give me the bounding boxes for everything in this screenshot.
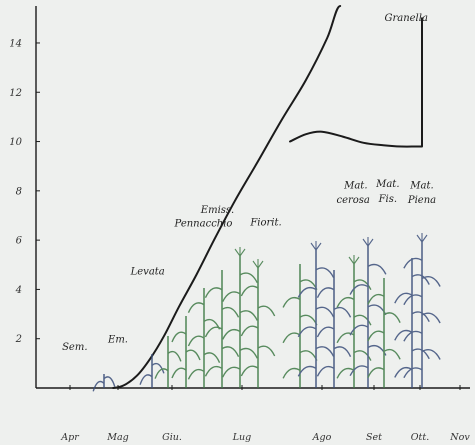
stage-annotation: Mat. [343,180,367,191]
maize-plant-icon [187,288,221,388]
maize-plant-icon [316,270,352,388]
maize-plant-icon [403,233,441,388]
x-tick-label: Nov [449,432,470,443]
stage-annotation: Piena [407,195,436,206]
maize-plant-icon [297,241,335,388]
x-tick-label: Ago [312,432,332,443]
y-tick-label: 6 [16,236,23,247]
maize-plant-icon [139,354,165,388]
maize-plant-icon [222,247,258,388]
stage-annotation: cerosa [336,195,369,206]
stage-annotation: Em. [107,334,128,345]
y-tick-label: 10 [9,137,22,148]
maize-plant-icon [336,255,372,388]
maize-plant-icon [171,316,201,388]
x-tick-label: Mag [106,432,128,443]
stage-annotation: Emiss. [200,205,234,216]
maize-plant-icon [204,270,240,388]
stage-annotation: Granella [384,13,427,24]
series-line-grain-curve [289,17,423,148]
y-tick-label: 12 [9,88,22,99]
x-tick-label: Giu. [162,432,182,443]
x-tick-label: Apr [60,432,80,443]
x-tick-label: Lug [232,432,252,443]
y-tick-label: 8 [16,186,22,197]
y-tick-label: 2 [15,334,22,345]
stage-annotation: Levata [130,267,165,278]
maize-plant-illustrations [92,233,441,392]
stage-annotation: Pennacchio [174,219,233,230]
maize-plant-icon [154,336,182,388]
maize-plant-icon [367,278,401,388]
y-tick-label: 14 [9,38,22,49]
maize-plant-icon [349,237,387,388]
y-tick-label: 4 [15,285,22,296]
maize-plant-icon [92,374,116,392]
series-line-growth-curve [112,5,342,389]
maize-plant-icon [240,259,276,388]
x-tick-label: Set [366,432,382,443]
maize-plant-icon [282,264,318,388]
stage-annotation: Fis. [378,194,397,205]
stage-annotation: Fiorit. [249,217,281,228]
x-tick-label: Ott. [411,432,429,443]
stage-annotation: Sem. [62,342,87,353]
stage-annotation: Mat. [375,179,399,190]
stage-annotation: Mat. [409,180,433,191]
